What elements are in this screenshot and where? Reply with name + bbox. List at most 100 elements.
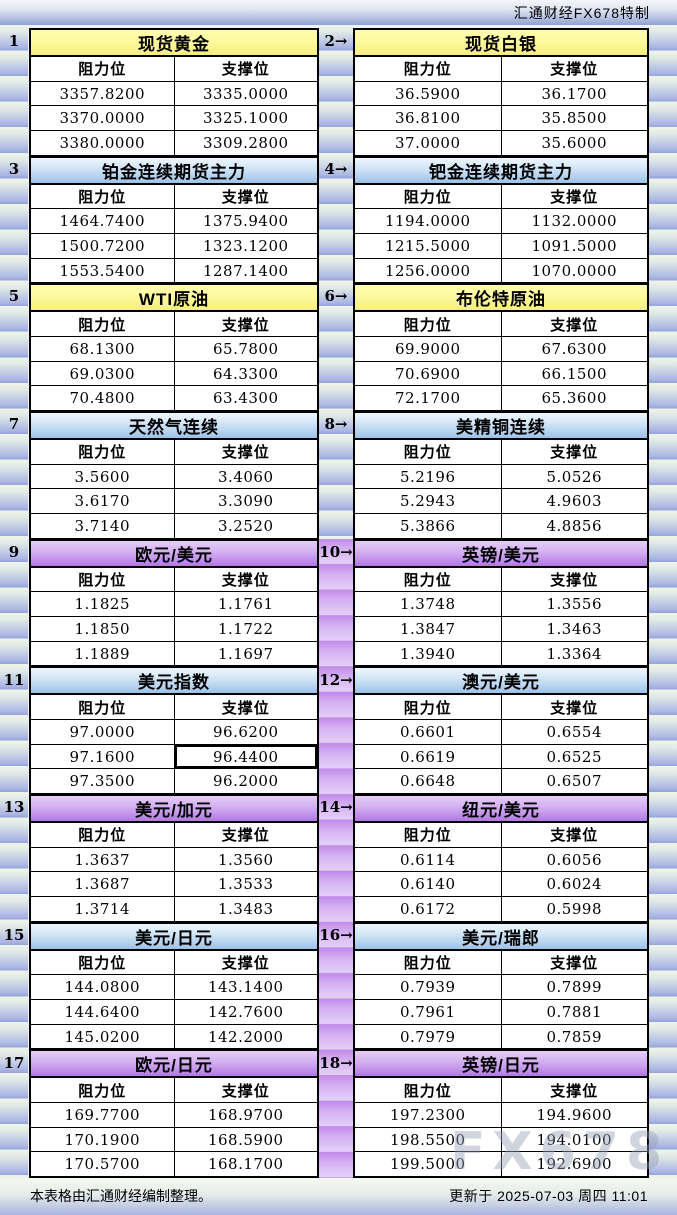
column-header-support[interactable]: 支撑位 (174, 823, 317, 847)
table-title-cell[interactable]: 澳元/美元 (355, 668, 647, 696)
column-header-support[interactable]: 支撑位 (174, 312, 317, 337)
column-header-support[interactable]: 支撑位 (174, 1078, 317, 1103)
resistance-value-cell[interactable]: 5.3866 (355, 514, 502, 538)
resistance-value-cell[interactable]: 1.3940 (355, 641, 502, 666)
support-value-cell[interactable]: 96.4400 (174, 744, 317, 769)
resistance-value-cell[interactable]: 3380.0000 (31, 131, 175, 155)
support-value-cell[interactable]: 67.6300 (501, 337, 647, 361)
support-value-cell[interactable]: 65.3600 (501, 386, 647, 411)
resistance-value-cell[interactable]: 1.3714 (31, 897, 175, 921)
column-header-resistance[interactable]: 阻力位 (355, 950, 502, 975)
support-value-cell[interactable]: 1375.9400 (174, 209, 317, 234)
resistance-value-cell[interactable]: 1464.7400 (31, 209, 175, 234)
support-value-cell[interactable]: 64.3300 (174, 361, 317, 386)
support-value-cell[interactable]: 1.3463 (501, 617, 647, 641)
column-header-resistance[interactable]: 阻力位 (355, 312, 502, 337)
table-title-cell[interactable]: 布伦特原油 (355, 285, 647, 313)
resistance-value-cell[interactable]: 1.3847 (355, 617, 502, 641)
table-title-cell[interactable]: 天然气连续 (31, 413, 317, 441)
resistance-value-cell[interactable]: 0.7939 (355, 975, 502, 1000)
column-header-support[interactable]: 支撑位 (501, 57, 647, 81)
column-header-resistance[interactable]: 阻力位 (355, 567, 502, 592)
support-value-cell[interactable]: 96.6200 (174, 720, 317, 744)
column-header-resistance[interactable]: 阻力位 (31, 823, 175, 847)
table-title-cell[interactable]: 美精铜连续 (355, 413, 647, 441)
support-value-cell[interactable]: 35.8500 (501, 106, 647, 131)
support-value-cell[interactable]: 0.7881 (501, 1000, 647, 1024)
resistance-value-cell[interactable]: 69.9000 (355, 337, 502, 361)
resistance-value-cell[interactable]: 0.7961 (355, 1000, 502, 1024)
support-value-cell[interactable]: 3335.0000 (174, 81, 317, 106)
resistance-value-cell[interactable]: 1.3748 (355, 592, 502, 617)
resistance-value-cell[interactable]: 70.4800 (31, 386, 175, 411)
resistance-value-cell[interactable]: 199.5000 (355, 1152, 502, 1177)
column-header-resistance[interactable]: 阻力位 (355, 695, 502, 720)
support-value-cell[interactable]: 168.1700 (174, 1152, 317, 1177)
resistance-value-cell[interactable]: 198.5500 (355, 1127, 502, 1152)
support-value-cell[interactable]: 192.6900 (501, 1152, 647, 1177)
support-value-cell[interactable]: 0.6056 (501, 847, 647, 872)
support-value-cell[interactable]: 0.5998 (501, 897, 647, 921)
resistance-value-cell[interactable]: 36.8100 (355, 106, 502, 131)
column-header-resistance[interactable]: 阻力位 (31, 312, 175, 337)
column-header-resistance[interactable]: 阻力位 (355, 1078, 502, 1103)
resistance-value-cell[interactable]: 1.1889 (31, 641, 175, 666)
resistance-value-cell[interactable]: 3.5600 (31, 464, 175, 489)
resistance-value-cell[interactable]: 1.1850 (31, 617, 175, 641)
column-header-resistance[interactable]: 阻力位 (31, 567, 175, 592)
support-value-cell[interactable]: 1.1761 (174, 592, 317, 617)
resistance-value-cell[interactable]: 144.6400 (31, 1000, 175, 1024)
table-title-cell[interactable]: 铂金连续期货主力 (31, 157, 317, 185)
column-header-resistance[interactable]: 阻力位 (31, 57, 175, 81)
column-header-resistance[interactable]: 阻力位 (355, 823, 502, 847)
table-title-cell[interactable]: 美元指数 (31, 668, 317, 696)
support-value-cell[interactable]: 0.6024 (501, 872, 647, 897)
resistance-value-cell[interactable]: 36.5900 (355, 81, 502, 106)
column-header-support[interactable]: 支撑位 (501, 312, 647, 337)
support-value-cell[interactable]: 35.6000 (501, 131, 647, 155)
column-header-support[interactable]: 支撑位 (501, 950, 647, 975)
resistance-value-cell[interactable]: 0.6619 (355, 744, 502, 769)
support-value-cell[interactable]: 142.2000 (174, 1024, 317, 1049)
resistance-value-cell[interactable]: 97.0000 (31, 720, 175, 744)
support-value-cell[interactable]: 1.3556 (501, 592, 647, 617)
column-header-support[interactable]: 支撑位 (501, 1078, 647, 1103)
column-header-support[interactable]: 支撑位 (174, 440, 317, 464)
resistance-value-cell[interactable]: 1500.7200 (31, 234, 175, 258)
support-value-cell[interactable]: 4.8856 (501, 514, 647, 538)
resistance-value-cell[interactable]: 69.0300 (31, 361, 175, 386)
column-header-support[interactable]: 支撑位 (501, 184, 647, 209)
column-header-resistance[interactable]: 阻力位 (355, 440, 502, 464)
table-title-cell[interactable]: 英镑/美元 (355, 540, 647, 568)
resistance-value-cell[interactable]: 144.0800 (31, 975, 175, 1000)
resistance-value-cell[interactable]: 169.7700 (31, 1103, 175, 1127)
resistance-value-cell[interactable]: 0.6601 (355, 720, 502, 744)
column-header-support[interactable]: 支撑位 (174, 567, 317, 592)
column-header-resistance[interactable]: 阻力位 (31, 184, 175, 209)
column-header-support[interactable]: 支撑位 (174, 950, 317, 975)
resistance-value-cell[interactable]: 170.5700 (31, 1152, 175, 1177)
support-value-cell[interactable]: 63.4300 (174, 386, 317, 411)
support-value-cell[interactable]: 0.6554 (501, 720, 647, 744)
column-header-resistance[interactable]: 阻力位 (31, 1078, 175, 1103)
resistance-value-cell[interactable]: 37.0000 (355, 131, 502, 155)
support-value-cell[interactable]: 1.3483 (174, 897, 317, 921)
resistance-value-cell[interactable]: 1.3687 (31, 872, 175, 897)
column-header-support[interactable]: 支撑位 (501, 823, 647, 847)
support-value-cell[interactable]: 36.1700 (501, 81, 647, 106)
support-value-cell[interactable]: 96.2000 (174, 769, 317, 794)
support-value-cell[interactable]: 194.0100 (501, 1127, 647, 1152)
resistance-value-cell[interactable]: 5.2943 (355, 489, 502, 514)
resistance-value-cell[interactable]: 0.6140 (355, 872, 502, 897)
support-value-cell[interactable]: 1287.1400 (174, 258, 317, 283)
column-header-support[interactable]: 支撑位 (174, 184, 317, 209)
column-header-resistance[interactable]: 阻力位 (355, 184, 502, 209)
support-value-cell[interactable]: 0.6525 (501, 744, 647, 769)
support-value-cell[interactable]: 168.9700 (174, 1103, 317, 1127)
support-value-cell[interactable]: 0.7859 (501, 1024, 647, 1049)
support-value-cell[interactable]: 1091.5000 (501, 234, 647, 258)
resistance-value-cell[interactable]: 72.1700 (355, 386, 502, 411)
support-value-cell[interactable]: 1.3364 (501, 641, 647, 666)
table-title-cell[interactable]: 美元/加元 (31, 796, 317, 824)
table-title-cell[interactable]: 欧元/美元 (31, 540, 317, 568)
